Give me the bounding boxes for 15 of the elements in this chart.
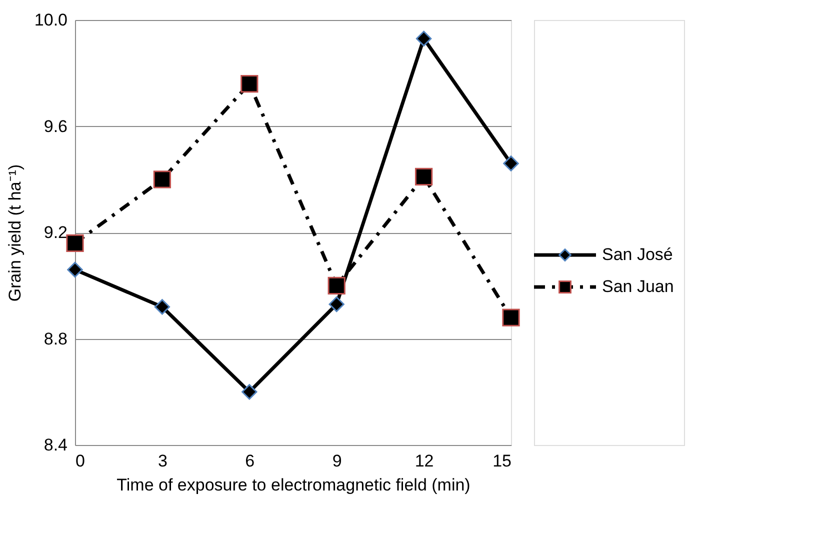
x-tick-label: 15 — [492, 452, 512, 470]
x-tick-label: 9 — [332, 452, 342, 470]
x-tick-label: 0 — [76, 452, 85, 470]
y-tick-label: 8.4 — [44, 436, 68, 454]
x-axis-title: Time of exposure to electromagnetic field (min) — [116, 476, 470, 494]
legend-label: San Juan — [602, 277, 674, 296]
legend-label: San José — [602, 245, 673, 264]
y-axis-title: Grain yield (t ha⁻¹) — [5, 164, 24, 302]
x-tick-label: 3 — [158, 452, 168, 470]
x-tick-label: 6 — [245, 452, 255, 470]
y-tick-label: 9.2 — [44, 223, 68, 242]
y-tick-label: 10.0 — [34, 10, 68, 30]
y-tick-label: 8.8 — [44, 329, 68, 348]
x-tick-label: 12 — [414, 452, 434, 470]
y-tick-label: 9.6 — [44, 116, 68, 136]
